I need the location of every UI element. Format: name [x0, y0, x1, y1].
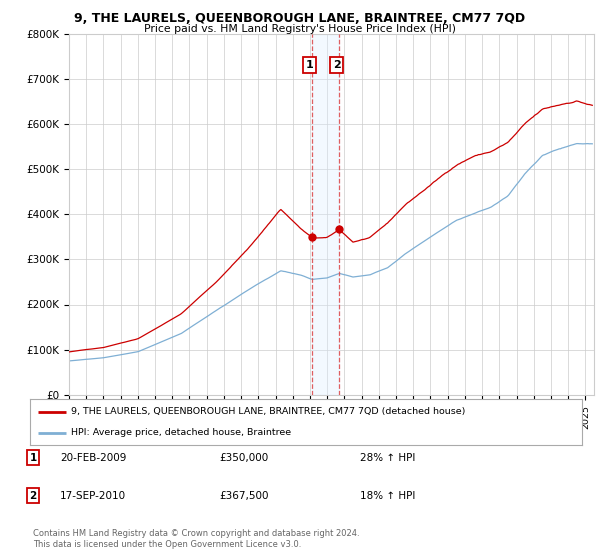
Text: 9, THE LAURELS, QUEENBOROUGH LANE, BRAINTREE, CM77 7QD (detached house): 9, THE LAURELS, QUEENBOROUGH LANE, BRAIN…: [71, 407, 466, 416]
Text: £350,000: £350,000: [219, 452, 268, 463]
Text: 2: 2: [29, 491, 37, 501]
Text: £367,500: £367,500: [219, 491, 269, 501]
Text: 28% ↑ HPI: 28% ↑ HPI: [360, 452, 415, 463]
Text: Price paid vs. HM Land Registry's House Price Index (HPI): Price paid vs. HM Land Registry's House …: [144, 24, 456, 34]
Text: 1: 1: [306, 60, 314, 70]
Text: 18% ↑ HPI: 18% ↑ HPI: [360, 491, 415, 501]
Text: 17-SEP-2010: 17-SEP-2010: [60, 491, 126, 501]
Text: 1: 1: [29, 452, 37, 463]
Text: 2: 2: [333, 60, 341, 70]
Text: HPI: Average price, detached house, Braintree: HPI: Average price, detached house, Brai…: [71, 428, 292, 437]
Text: Contains HM Land Registry data © Crown copyright and database right 2024.
This d: Contains HM Land Registry data © Crown c…: [33, 529, 359, 549]
Text: 20-FEB-2009: 20-FEB-2009: [60, 452, 127, 463]
Text: 9, THE LAURELS, QUEENBOROUGH LANE, BRAINTREE, CM77 7QD: 9, THE LAURELS, QUEENBOROUGH LANE, BRAIN…: [74, 12, 526, 25]
Bar: [312, 34, 340, 395]
